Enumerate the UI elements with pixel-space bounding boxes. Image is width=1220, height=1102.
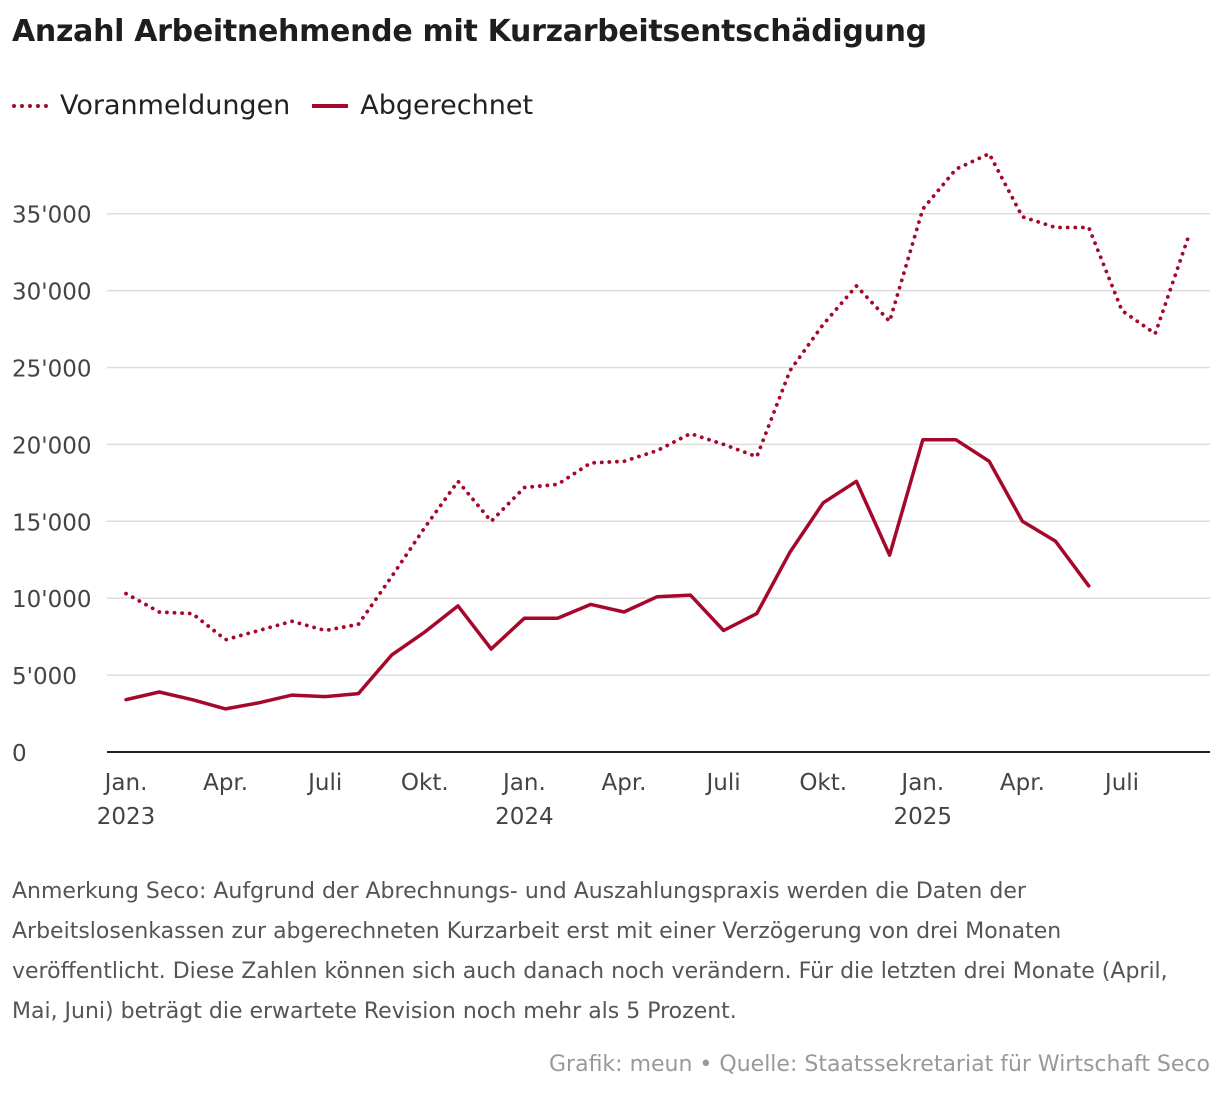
x-tick-year-label: 2024 — [495, 804, 554, 830]
x-tick-year-label: 2023 — [97, 804, 156, 830]
footnote: Anmerkung Seco: Aufgrund der Abrechnungs… — [12, 879, 1168, 1024]
y-tick-label: 10'000 — [12, 587, 92, 613]
series-line-abgerechnet — [124, 438, 1091, 711]
chart-title: Anzahl Arbeitnehmende mit Kurzarbeitsent… — [12, 14, 927, 49]
y-tick-label: 5'000 — [12, 664, 77, 690]
x-tick-label: Juli — [1103, 770, 1139, 796]
line-chart: 0 5'000 10'000 15'000 20'000 25'000 30'000 35'0… — [12, 151, 1210, 830]
x-tick-year-label: 2025 — [894, 804, 953, 830]
x-tick-label: Juli — [705, 770, 741, 796]
legend-item-voranmeldungen: Voranmeldungen — [12, 90, 290, 121]
x-tick-label: Apr. — [1000, 770, 1045, 796]
x-tick-label: Okt. — [401, 770, 449, 796]
legend-swatch-dotted — [12, 103, 48, 108]
y-tick-label: 35'000 — [12, 203, 92, 229]
y-tick-label: 0 — [12, 741, 27, 767]
legend: Voranmeldungen Abgerechnet — [12, 90, 555, 121]
y-tick-label: 20'000 — [12, 433, 92, 459]
legend-swatch-solid — [312, 103, 349, 108]
x-tick-label: Juli — [306, 770, 342, 796]
y-tick-label: 25'000 — [12, 357, 92, 383]
series-line-voranmeldungen — [124, 151, 1191, 642]
x-tick-label: Apr. — [602, 770, 647, 796]
y-tick-label: 15'000 — [12, 510, 92, 536]
legend-label-abgerechnet: Abgerechnet — [360, 90, 534, 121]
legend-label-voranmeldungen: Voranmeldungen — [60, 90, 291, 121]
x-tick-label: Apr. — [203, 770, 248, 796]
x-tick-label: Jan. — [501, 770, 546, 796]
x-tick-label: Okt. — [799, 770, 847, 796]
x-tick-label: Jan. — [899, 770, 944, 796]
legend-item-abgerechnet: Abgerechnet — [312, 90, 533, 121]
x-tick-label: Jan. — [103, 770, 148, 796]
source-credit: Grafik: meun • Quelle: Staatssekretariat… — [549, 1052, 1210, 1077]
y-tick-label: 30'000 — [12, 280, 92, 306]
